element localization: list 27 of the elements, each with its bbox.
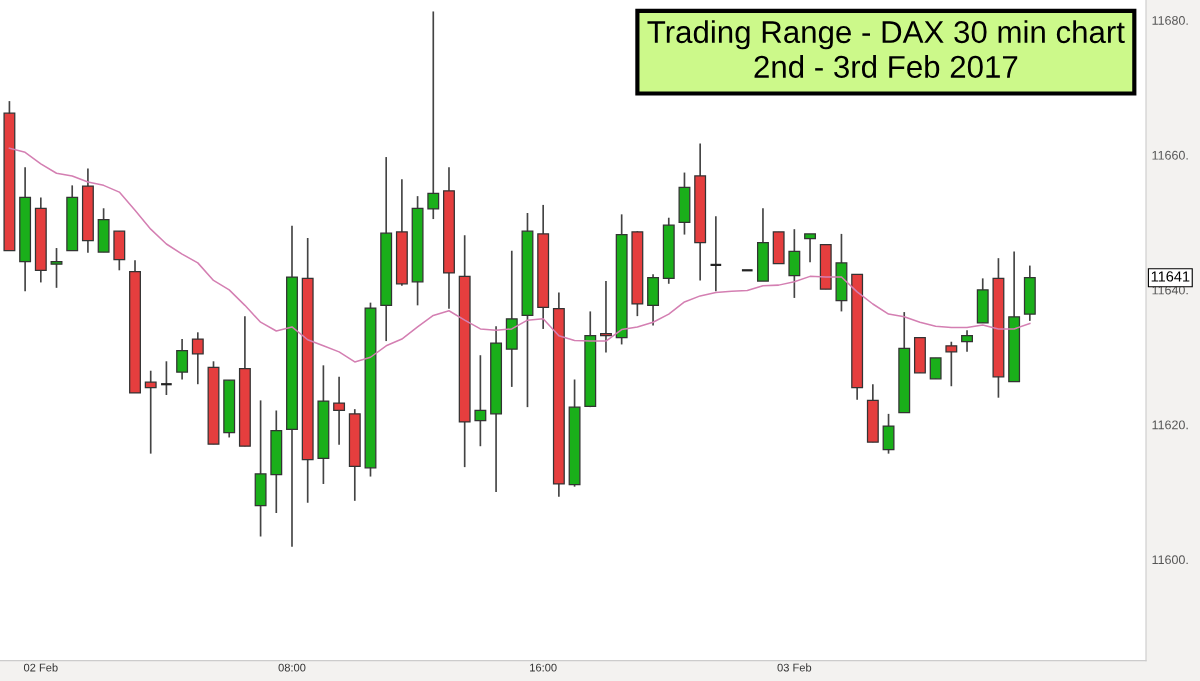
- candlestick: [600, 280, 612, 354]
- y-tick-label: 11680.: [1152, 16, 1188, 25]
- x-tick-label: 16:00: [530, 663, 557, 672]
- annotation: 11641: [1151, 271, 1190, 282]
- x-tick-label: 03 Feb: [777, 663, 812, 672]
- text: 2nd - 3rd Feb 2017: [754, 55, 1018, 78]
- candlestick: [333, 375, 346, 446]
- text: Trading Range - DAX 30 min chart: [647, 20, 1125, 50]
- candlestick: [882, 413, 895, 455]
- x-tick-label: 08:00: [278, 663, 306, 672]
- candlestick: [804, 233, 817, 264]
- y-tick-label: 11620.: [1152, 420, 1188, 430]
- candlestick: [50, 247, 63, 289]
- line-series: [8, 147, 1031, 363]
- candlestick: [961, 329, 973, 353]
- candlestick: [945, 340, 958, 388]
- y-tick-label: 11600.: [1152, 555, 1188, 565]
- candlestick: [929, 357, 942, 380]
- candlestick: [191, 331, 204, 386]
- candlestick: [144, 369, 157, 455]
- candlestick: [474, 354, 487, 448]
- candlestick: [176, 338, 189, 381]
- y-tick-label: 11640.: [1152, 285, 1188, 295]
- candlestick: [159, 360, 173, 396]
- candlestick: [427, 10, 440, 220]
- y-tick-label: 11660.: [1152, 150, 1188, 160]
- x-tick-label: 02 Feb: [23, 663, 58, 672]
